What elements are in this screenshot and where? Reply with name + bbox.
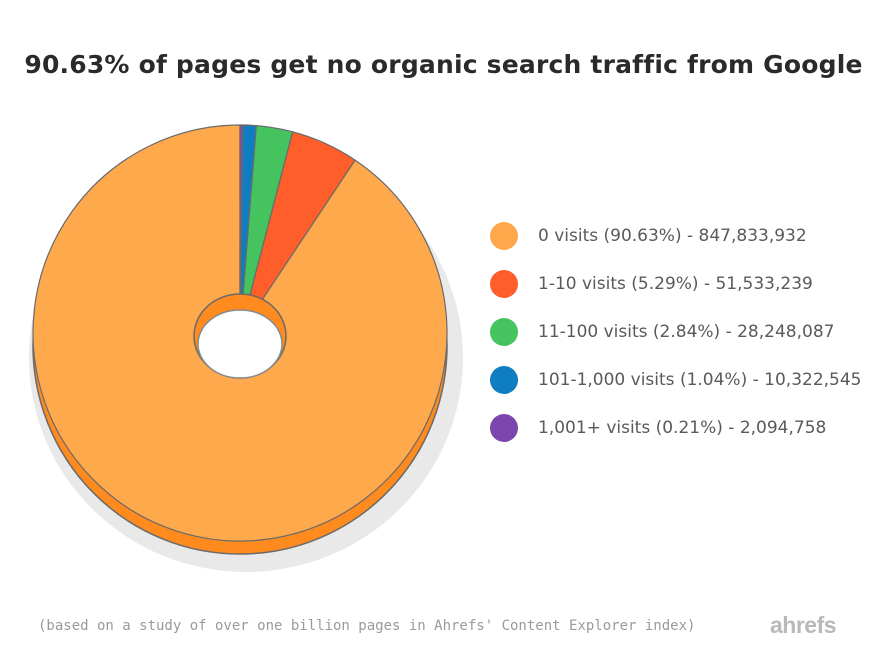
chart-footnote: (based on a study of over one billion pa… [38,618,696,634]
legend-label: 0 visits (90.63%) - 847,833,932 [538,226,807,246]
hole-center [197,309,283,379]
legend-swatch [490,222,518,250]
legend-label: 101-1,000 visits (1.04%) - 10,322,545 [538,370,862,390]
legend-label: 1,001+ visits (0.21%) - 2,094,758 [538,418,827,438]
chart-title: 90.63% of pages get no organic search tr… [24,50,863,79]
legend-swatch [490,366,518,394]
donut-hole [193,293,287,379]
ahrefs-logo: ahrefs [770,612,837,638]
pie-slice [239,124,244,334]
legend-swatch [490,270,518,298]
legend-swatch [490,414,518,442]
legend-swatch [490,318,518,346]
legend-label: 1-10 visits (5.29%) - 51,533,239 [538,274,813,294]
legend-label: 11-100 visits (2.84%) - 28,248,087 [538,322,835,342]
